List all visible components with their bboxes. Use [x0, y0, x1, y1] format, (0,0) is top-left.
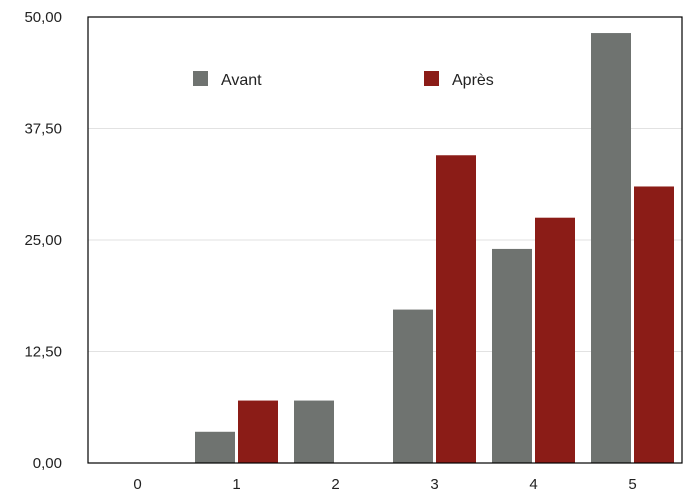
x-tick-label: 3 [430, 476, 438, 493]
bar-apres-4 [535, 217, 575, 463]
bar-apres-3 [436, 155, 476, 463]
legend-label: Après [452, 72, 494, 89]
y-tick-label: 0,00 [33, 455, 62, 472]
y-tick-label: 12,50 [24, 344, 62, 361]
legend-swatch [193, 71, 208, 86]
y-tick-label: 37,50 [24, 121, 62, 138]
legend-swatch [424, 71, 439, 86]
legend: Avant Après [193, 71, 494, 89]
bar-avant-5 [591, 33, 631, 463]
bar-avant-1 [195, 431, 235, 463]
y-tick-label: 50,00 [24, 9, 62, 26]
legend-label: Avant [221, 72, 262, 89]
x-axis-ticks: 0 1 2 3 4 5 [133, 476, 636, 493]
bar-avant-3 [393, 309, 433, 463]
x-tick-label: 0 [133, 476, 141, 493]
bar-apres-5 [634, 186, 674, 464]
y-tick-label: 25,00 [24, 232, 62, 249]
x-tick-label: 4 [529, 476, 537, 493]
plot-frame [87, 16, 683, 464]
x-tick-label: 5 [628, 476, 636, 493]
bars [195, 33, 674, 464]
x-tick-label: 1 [232, 476, 240, 493]
bar-apres-1 [238, 400, 278, 463]
bar-avant-2 [294, 400, 334, 463]
gridlines [88, 128, 682, 352]
x-tick-label: 2 [331, 476, 339, 493]
y-axis-ticks: 0,00 12,50 25,00 37,50 50,00 [24, 9, 62, 472]
bar-avant-4 [492, 248, 532, 463]
